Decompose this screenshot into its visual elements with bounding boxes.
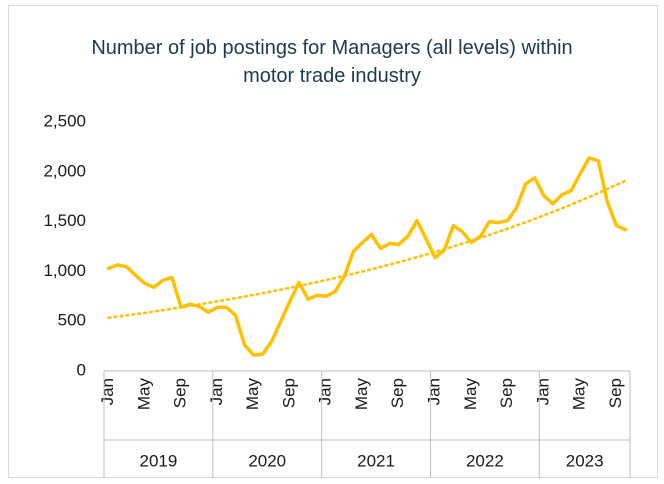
x-tick-label: Sep <box>388 378 407 408</box>
year-label: 2019 <box>139 451 177 470</box>
data-line <box>106 156 628 357</box>
x-tick-label: May <box>243 378 262 411</box>
x-tick-label: Sep <box>171 378 190 408</box>
x-tick-label: Sep <box>606 378 625 408</box>
y-tick-label: 0 <box>77 360 86 379</box>
chart-title: Number of job postings for Managers (all… <box>91 37 573 87</box>
x-tick-label: May <box>134 378 153 411</box>
x-tick-label: May <box>461 378 480 411</box>
x-tick-label: Jan <box>533 378 552 405</box>
x-tick-label: Sep <box>279 378 298 408</box>
x-tick-label: May <box>570 378 589 411</box>
year-label: 2020 <box>248 451 286 470</box>
x-tick-label: Jan <box>98 378 117 405</box>
y-tick-label: 2,500 <box>43 111 86 130</box>
y-tick-label: 2,000 <box>43 161 86 180</box>
y-tick-label: 500 <box>58 311 86 330</box>
y-tick-label: 1,500 <box>43 211 86 230</box>
chart-border <box>8 5 658 478</box>
year-label: 2021 <box>357 451 395 470</box>
year-label: 2023 <box>566 451 604 470</box>
x-tick-label: Sep <box>497 378 516 408</box>
x-tick-label: Jan <box>316 378 335 405</box>
year-label: 2022 <box>466 451 504 470</box>
x-tick-label: May <box>352 378 371 411</box>
x-tick-label: Jan <box>207 378 226 405</box>
x-tick-label: Jan <box>425 378 444 405</box>
y-tick-label: 1,000 <box>43 261 86 280</box>
